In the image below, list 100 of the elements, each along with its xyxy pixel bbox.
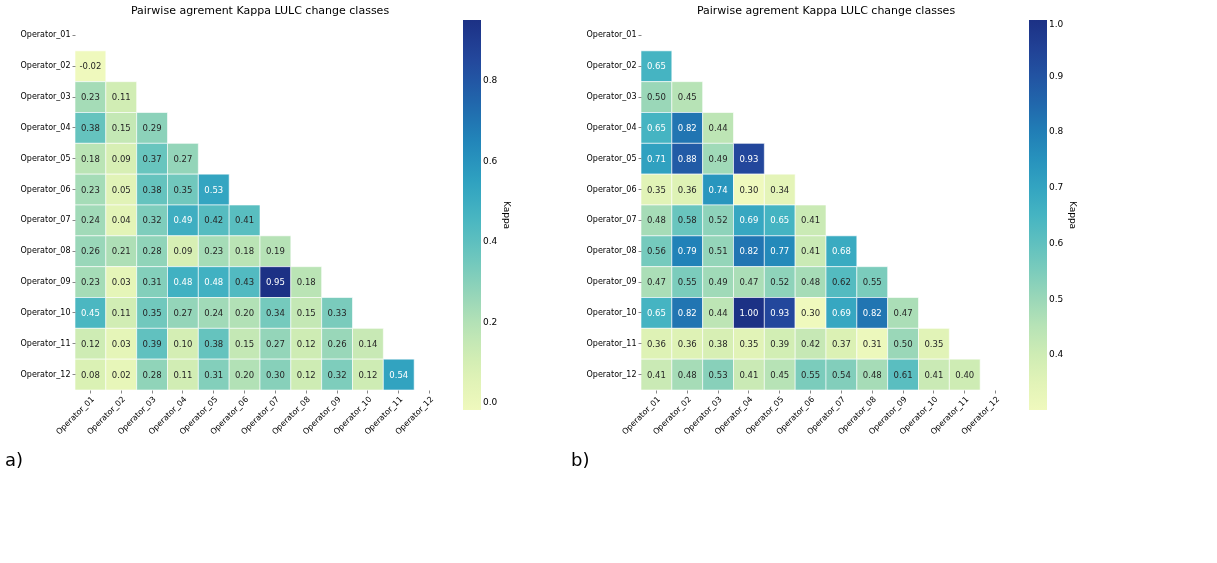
data-label: 0.47 [646, 277, 666, 288]
data-label: 1.00 [739, 307, 759, 318]
data-label: 0.41 [924, 369, 944, 380]
y-tick-label: Operator_11 [20, 338, 71, 348]
data-label: 0.55 [801, 369, 821, 380]
data-label: 0.23 [204, 246, 224, 257]
data-label: 0.26 [80, 246, 100, 257]
data-label: 0.38 [80, 122, 100, 133]
data-label: 0.35 [142, 307, 162, 318]
color-bar-label: 0.6 [1049, 237, 1064, 248]
data-label: 0.34 [770, 184, 790, 195]
data-label: 0.38 [204, 338, 224, 349]
data-label: 0.11 [111, 92, 131, 103]
y-tick-label: Operator_06 [586, 184, 637, 194]
data-label: 0.15 [111, 122, 131, 133]
data-label: 0.35 [739, 338, 759, 349]
data-label: 0.54 [831, 369, 851, 380]
data-label: 0.69 [739, 215, 759, 226]
y-tick-label: Operator_11 [586, 338, 637, 348]
y-tick-label: Operator_12 [20, 369, 71, 379]
color-bar-label: 0.8 [1049, 126, 1064, 137]
data-label: 0.28 [142, 369, 162, 380]
data-label: 0.42 [204, 215, 224, 226]
chart-title: Pairwise agrement Kappa LULC change classes [696, 4, 956, 17]
y-tick-label: Operator_02 [586, 61, 637, 71]
y-tick-label: Operator_04 [20, 122, 71, 132]
data-label: 0.03 [111, 277, 131, 288]
data-label: 0.48 [801, 277, 821, 288]
data-label: 0.30 [265, 369, 285, 380]
data-label: 0.82 [677, 122, 697, 133]
data-label: 0.35 [173, 184, 193, 195]
data-label: 0.48 [204, 277, 224, 288]
data-label: 0.32 [142, 215, 162, 226]
data-label: 0.15 [235, 338, 255, 349]
data-label: 0.26 [327, 338, 347, 349]
data-label: 0.41 [235, 215, 255, 226]
data-label: 0.11 [173, 369, 193, 380]
data-label: 0.77 [770, 246, 790, 257]
data-label: 0.20 [235, 369, 255, 380]
color-bar-title: Kappa [1068, 200, 1078, 230]
y-tick-label: Operator_10 [586, 307, 637, 317]
chart-title: Pairwise agrement Kappa LULC change classes [130, 4, 390, 17]
data-label: 0.24 [80, 215, 100, 226]
data-label: 0.24 [204, 307, 224, 318]
color-bar-label: 1.0 [1049, 19, 1064, 29]
data-label: 0.30 [801, 307, 821, 318]
data-label: 0.49 [173, 215, 193, 226]
data-label: 0.36 [677, 184, 697, 195]
data-label: 0.44 [708, 307, 728, 318]
data-label: 0.34 [265, 307, 285, 318]
data-label: 0.55 [677, 277, 697, 288]
data-label: 0.10 [173, 338, 193, 349]
data-label: 0.09 [111, 153, 131, 164]
data-label: 0.93 [770, 307, 790, 318]
data-label: 0.45 [80, 307, 100, 318]
y-tick-label: Operator_04 [586, 122, 637, 132]
data-label: 0.18 [80, 153, 100, 164]
data-label: 0.12 [296, 338, 316, 349]
data-label: 0.82 [739, 246, 759, 257]
color-bar-label: 0.9 [1049, 70, 1064, 81]
data-label: 0.48 [646, 215, 666, 226]
data-label: 0.58 [677, 215, 697, 226]
y-tick-label: Operator_06 [20, 184, 71, 194]
y-tick-label: Operator_05 [586, 153, 637, 163]
data-label: 0.31 [204, 369, 224, 380]
data-label: 0.37 [831, 338, 851, 349]
data-label: 0.08 [80, 369, 100, 380]
data-label: 0.95 [265, 277, 285, 288]
data-label: 0.30 [739, 184, 759, 195]
data-label: 0.41 [801, 246, 821, 257]
data-label: 0.48 [677, 369, 697, 380]
y-tick-label: Operator_10 [20, 307, 71, 317]
text: a) [5, 449, 24, 470]
data-label: 0.35 [924, 338, 944, 349]
data-label: 0.04 [111, 215, 131, 226]
data-label: 0.45 [770, 369, 790, 380]
color-bar-title: Kappa [502, 200, 512, 230]
data-label: 0.41 [739, 369, 759, 380]
data-label: 0.39 [142, 338, 162, 349]
data-label: 0.55 [862, 277, 882, 288]
data-label: 0.27 [173, 153, 193, 164]
y-tick-label: Operator_03 [586, 92, 637, 102]
data-label: 0.11 [111, 307, 131, 318]
text: b) [571, 449, 590, 470]
data-label: 0.41 [801, 215, 821, 226]
data-label: 0.28 [142, 246, 162, 257]
data-label: 0.14 [358, 338, 378, 349]
data-label: 0.93 [739, 153, 759, 164]
y-tick-label: Operator_09 [20, 277, 71, 287]
data-label: 0.65 [646, 61, 666, 72]
data-label: 0.40 [955, 369, 975, 380]
data-label: 0.52 [708, 215, 728, 226]
data-label: 0.33 [327, 307, 347, 318]
data-label: 0.02 [111, 369, 131, 380]
data-label: 0.27 [173, 307, 193, 318]
color-bar-label: 0.0 [483, 396, 498, 407]
data-label: 0.47 [893, 307, 913, 318]
data-label: 0.48 [862, 369, 882, 380]
y-tick-label: Operator_07 [20, 215, 71, 225]
y-tick-label: Operator_09 [586, 277, 637, 287]
